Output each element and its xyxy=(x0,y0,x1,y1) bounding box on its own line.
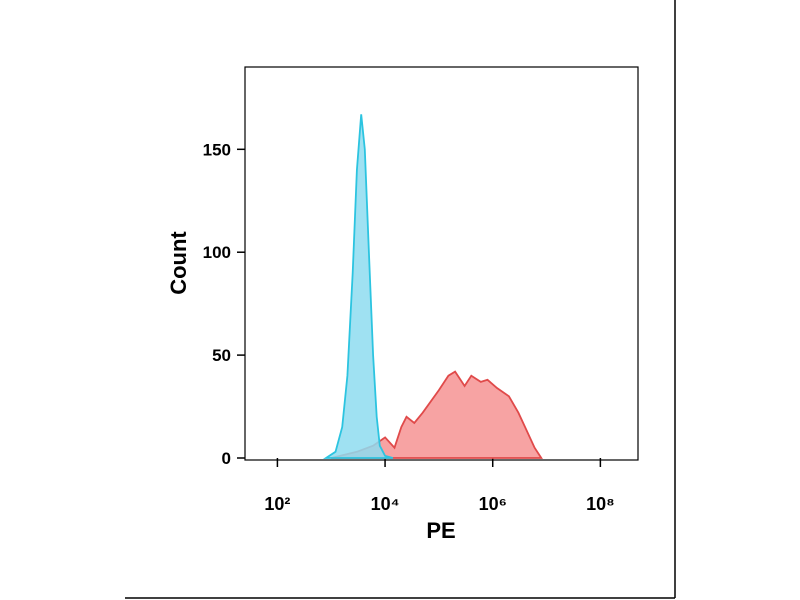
y-tick-label: 50 xyxy=(212,346,231,365)
histogram-area xyxy=(330,370,543,459)
x-tick-label: 10⁴ xyxy=(371,494,400,514)
x-tick-label: 10⁸ xyxy=(586,494,615,514)
y-axis-label: Count xyxy=(166,231,191,295)
plot-frame xyxy=(244,66,639,461)
y-tick-label: 150 xyxy=(203,140,231,159)
x-tick-label: 10² xyxy=(264,494,290,514)
y-tick-label: 0 xyxy=(222,449,231,468)
x-tick-label: 10⁶ xyxy=(479,494,507,514)
x-axis-label: PE xyxy=(426,518,455,543)
histogram-area xyxy=(322,114,394,459)
y-tick-label: 100 xyxy=(203,243,231,262)
